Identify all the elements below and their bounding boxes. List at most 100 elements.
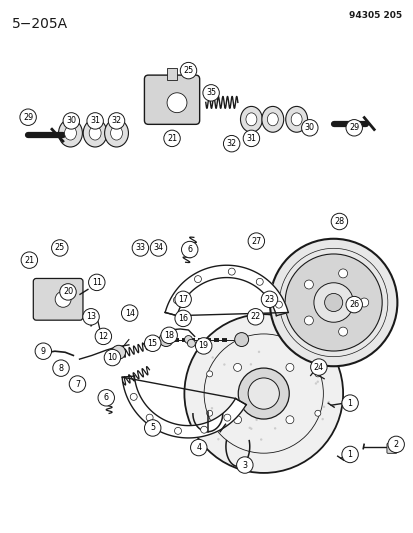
Text: 28: 28	[334, 217, 344, 226]
Circle shape	[321, 418, 323, 421]
Circle shape	[167, 93, 187, 112]
Ellipse shape	[83, 119, 107, 147]
Circle shape	[237, 368, 289, 419]
Circle shape	[181, 241, 197, 258]
Circle shape	[236, 457, 252, 473]
Circle shape	[59, 284, 76, 300]
Circle shape	[248, 426, 250, 429]
Circle shape	[261, 291, 277, 308]
Circle shape	[247, 309, 263, 325]
Circle shape	[275, 301, 282, 308]
Circle shape	[255, 418, 257, 421]
Circle shape	[194, 276, 201, 282]
Text: 18: 18	[164, 331, 174, 340]
Circle shape	[159, 333, 173, 346]
Circle shape	[259, 438, 262, 441]
Circle shape	[247, 378, 279, 409]
FancyBboxPatch shape	[167, 68, 177, 80]
Circle shape	[330, 213, 347, 230]
Circle shape	[345, 119, 361, 136]
Circle shape	[247, 388, 249, 390]
Circle shape	[104, 349, 120, 366]
Circle shape	[150, 240, 166, 256]
Circle shape	[273, 427, 275, 430]
Circle shape	[314, 382, 316, 385]
Circle shape	[233, 416, 241, 424]
Ellipse shape	[104, 119, 128, 147]
FancyBboxPatch shape	[144, 75, 199, 124]
Text: 13: 13	[86, 312, 96, 321]
Circle shape	[223, 414, 230, 421]
Circle shape	[88, 274, 105, 290]
Circle shape	[144, 335, 161, 351]
Text: 1: 1	[347, 399, 352, 408]
Circle shape	[247, 233, 264, 249]
Circle shape	[314, 410, 320, 416]
Ellipse shape	[240, 107, 262, 132]
Circle shape	[285, 254, 381, 351]
Text: 21: 21	[166, 134, 177, 143]
Text: 26: 26	[348, 300, 358, 309]
Circle shape	[338, 269, 347, 278]
Circle shape	[87, 112, 103, 129]
Text: 5: 5	[150, 424, 155, 432]
Circle shape	[211, 356, 214, 359]
Circle shape	[95, 328, 112, 345]
Circle shape	[324, 294, 342, 312]
Text: 19: 19	[198, 342, 208, 350]
Circle shape	[304, 316, 313, 325]
Text: 94305 205: 94305 205	[348, 11, 401, 20]
Text: 17: 17	[178, 295, 188, 304]
Text: 31: 31	[246, 134, 256, 143]
Circle shape	[268, 407, 271, 409]
Circle shape	[233, 364, 241, 372]
Text: 6: 6	[104, 393, 109, 402]
Circle shape	[359, 298, 368, 307]
Ellipse shape	[261, 107, 283, 132]
Circle shape	[53, 360, 69, 376]
Text: 35: 35	[206, 88, 216, 98]
Text: 30: 30	[304, 123, 314, 132]
Circle shape	[200, 426, 207, 433]
Text: 20: 20	[63, 287, 73, 296]
Text: 30: 30	[66, 116, 76, 125]
Circle shape	[313, 283, 353, 322]
Text: 16: 16	[178, 314, 188, 323]
Circle shape	[269, 239, 396, 366]
Circle shape	[173, 297, 180, 304]
Text: 7: 7	[75, 379, 80, 389]
Text: 23: 23	[264, 295, 274, 304]
Circle shape	[228, 268, 235, 275]
Circle shape	[121, 305, 138, 321]
Circle shape	[242, 130, 259, 147]
Circle shape	[132, 240, 148, 256]
Circle shape	[146, 414, 153, 421]
Text: 1: 1	[347, 450, 352, 459]
Circle shape	[285, 399, 288, 402]
Text: 33: 33	[135, 244, 145, 253]
Ellipse shape	[64, 126, 76, 140]
Circle shape	[206, 371, 212, 377]
Circle shape	[276, 401, 278, 403]
Text: 9: 9	[40, 346, 46, 356]
Circle shape	[387, 436, 404, 453]
Text: 6: 6	[187, 245, 192, 254]
Circle shape	[317, 414, 319, 416]
Text: 2: 2	[393, 440, 398, 449]
Circle shape	[190, 439, 206, 456]
Circle shape	[256, 389, 259, 391]
Text: 32: 32	[226, 139, 236, 148]
Circle shape	[187, 340, 195, 347]
Circle shape	[195, 338, 211, 354]
Circle shape	[184, 314, 342, 473]
Circle shape	[164, 130, 180, 147]
Circle shape	[345, 296, 361, 313]
Ellipse shape	[110, 126, 122, 140]
FancyBboxPatch shape	[386, 443, 396, 454]
Text: 29: 29	[23, 112, 33, 122]
Circle shape	[180, 62, 196, 79]
Text: 32: 32	[111, 116, 121, 125]
Text: 29: 29	[348, 123, 358, 132]
Circle shape	[301, 119, 317, 136]
Circle shape	[108, 112, 124, 129]
